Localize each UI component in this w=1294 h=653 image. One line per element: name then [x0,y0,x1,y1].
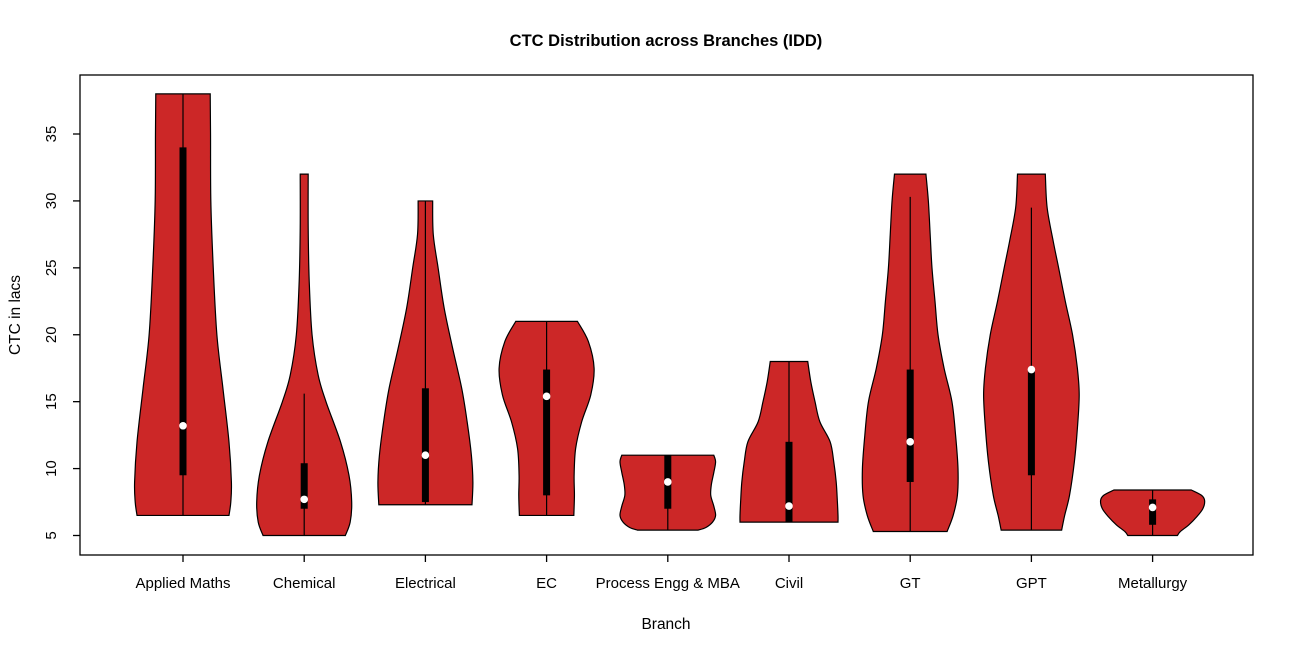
iqr-box-gpt [1027,369,1035,476]
y-tick-label-25: 25 [43,259,60,276]
x-tick-label-ec: EC [536,575,557,592]
x-tick-label-gpt: GPT [1016,575,1047,592]
violin-metallurgy [1099,489,1206,537]
violin-gpt [983,173,1080,531]
iqr-box-electrical [421,388,429,503]
violin-civil [739,360,839,523]
chart-title: CTC Distribution across Branches (IDD) [510,32,823,50]
x-tick-label-civil: Civil [775,575,803,592]
violin-process-engg-mba [619,454,717,531]
x-tick-label-gt: GT [900,575,921,592]
y-tick-label-10: 10 [43,460,60,477]
x-tick-label-process-engg-mba: Process Engg & MBA [596,575,740,592]
x-tick-label-chemical: Chemical [273,575,336,592]
median-dot-chemical [300,495,309,504]
median-dot-electrical [421,451,430,459]
y-tick-label-30: 30 [43,193,60,210]
median-dot-applied-maths [179,421,187,430]
x-tick-label-electrical: Electrical [395,575,456,592]
iqr-box-chemical [300,463,308,509]
violin-ec [498,320,595,517]
violin-gt [861,173,959,533]
y-tick-label-5: 5 [43,531,60,539]
y-tick-label-20: 20 [43,326,60,343]
iqr-box-gt [906,369,914,482]
x-tick-label-applied-maths: Applied Maths [135,575,230,592]
median-dot-ec [542,392,551,401]
median-dot-metallurgy [1148,503,1157,512]
y-axis-title: CTC in lacs [7,275,24,355]
iqr-box-metallurgy [1149,499,1157,525]
violin-applied-maths [133,93,233,517]
iqr-box-ec [543,369,551,496]
median-dot-process-engg-mba [664,478,672,486]
iqr-box-civil [785,441,793,523]
violin-chemical [256,173,353,537]
violin-shape-chemical [256,173,353,537]
x-axis-title: Branch [641,616,690,633]
median-dot-gt [906,438,914,446]
median-dot-gpt [1027,365,1036,374]
median-dot-civil [785,502,793,510]
violin-electrical [377,200,474,506]
iqr-box-applied-maths [179,147,187,476]
plot-area: 5 10 15 20 25 30 35 Applied Maths Chemical Electr… [43,74,1254,592]
y-tick-label-35: 35 [43,126,60,143]
x-tick-label-metallurgy: Metallurgy [1118,575,1188,592]
y-tick-label-15: 15 [43,393,60,410]
